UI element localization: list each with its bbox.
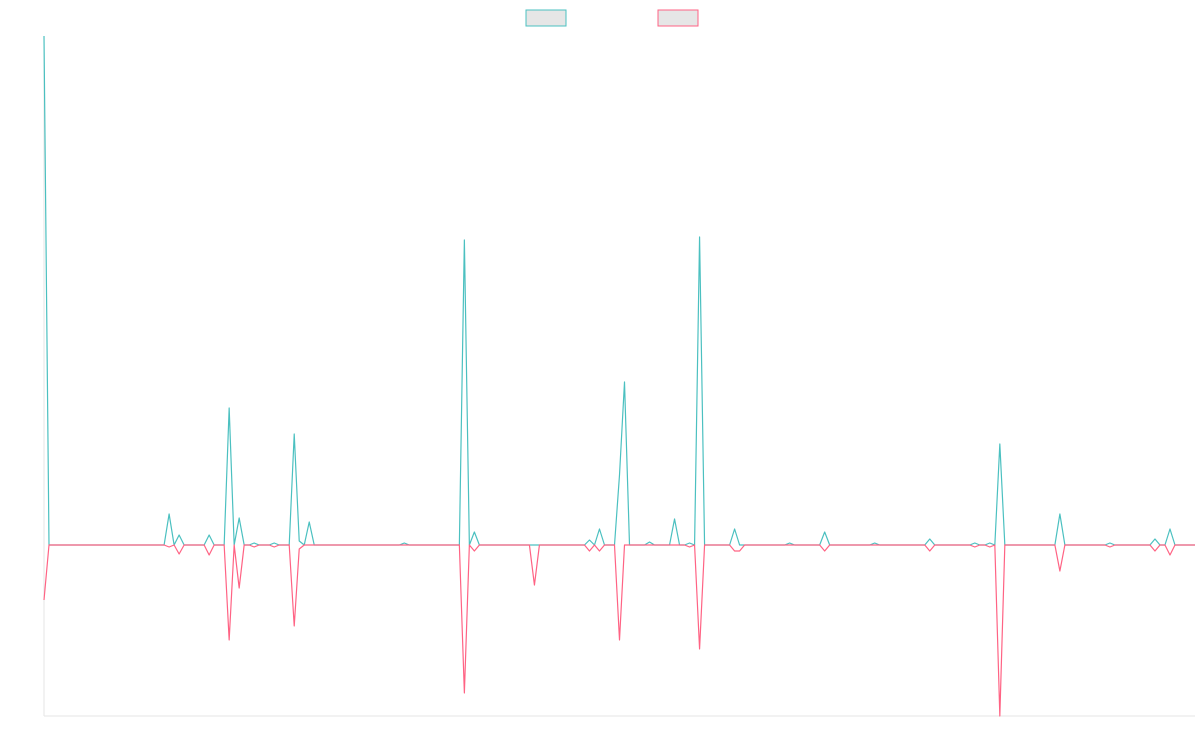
legend-swatch [657, 9, 699, 27]
series-line [43, 35, 1195, 546]
series-line [43, 544, 1195, 717]
legend-swatch [525, 9, 567, 27]
